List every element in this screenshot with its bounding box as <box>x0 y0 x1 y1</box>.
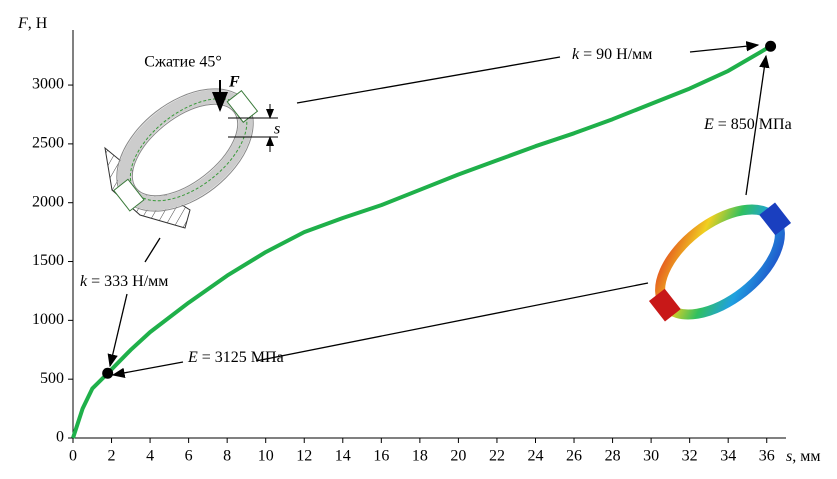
x-tick-label: 26 <box>566 448 582 465</box>
annotation-symbol: E <box>187 349 198 366</box>
y-tick-label: 2000 <box>32 193 64 210</box>
x-tick-label: 16 <box>373 448 389 465</box>
annotation-text: = 90 Н/мм <box>579 46 652 63</box>
y-tick-label: 2500 <box>32 135 64 152</box>
x-tick-label: 22 <box>489 448 505 465</box>
x-tick-label: 30 <box>643 448 659 465</box>
x-tick-label: 12 <box>296 448 312 465</box>
annotation: E = 850 МПа <box>703 116 792 133</box>
y-tick-label: 0 <box>56 429 64 446</box>
x-tick-label: 34 <box>720 448 736 465</box>
annotation-symbol: E <box>703 116 714 133</box>
annotation-symbol: k <box>572 46 580 63</box>
x-tick-label: 4 <box>146 448 154 465</box>
x-tick-label: 18 <box>412 448 428 465</box>
x-tick-label: 8 <box>223 448 231 465</box>
data-line <box>71 44 772 439</box>
x-tick-label: 36 <box>759 448 775 465</box>
x-tick-label: 28 <box>605 448 621 465</box>
annotation: E = 3125 МПа <box>187 349 284 366</box>
point-marker <box>102 367 114 379</box>
inset-title: Сжатие 45° <box>144 54 221 71</box>
annotation: k = 90 Н/мм <box>572 46 652 63</box>
x-tick-label: 10 <box>258 448 274 465</box>
x-tick-label: 0 <box>69 448 77 465</box>
annotation-symbol: k <box>80 273 88 290</box>
y-tick-label: 1500 <box>32 252 64 269</box>
x-axis-label-text: , мм <box>792 448 820 465</box>
y-tick-label: 1000 <box>32 311 64 328</box>
annotation-text: = 850 МПа <box>714 116 792 133</box>
y-tick-label: 500 <box>40 370 64 387</box>
inset-drawing: Сжатие 45° F s <box>104 54 280 229</box>
y-axis-label-symbol: F <box>17 15 28 32</box>
force-label: F <box>228 74 240 91</box>
leaders <box>107 41 770 378</box>
x-tick-label: 32 <box>682 448 698 465</box>
x-axis-label-symbol: s <box>786 448 792 465</box>
fe-ring <box>648 202 792 322</box>
displacement-label: s <box>274 121 280 138</box>
x-tick-label: 14 <box>335 448 351 465</box>
x-tick-label: 2 <box>108 448 116 465</box>
x-axis-label: s, мм <box>786 448 820 465</box>
y-axis-label: F, Н <box>17 15 48 32</box>
y-axis-label-text: , Н <box>28 15 48 32</box>
x-tick-label: 6 <box>185 448 193 465</box>
annotation-text: = 3125 МПа <box>198 349 284 366</box>
x-tick-label: 20 <box>450 448 466 465</box>
y-tick-label: 3000 <box>32 76 64 93</box>
x-tick-label: 24 <box>527 448 543 465</box>
annotation: k = 333 Н/мм <box>80 273 168 290</box>
annotation-text: = 333 Н/мм <box>87 273 168 290</box>
point-marker <box>765 40 777 52</box>
